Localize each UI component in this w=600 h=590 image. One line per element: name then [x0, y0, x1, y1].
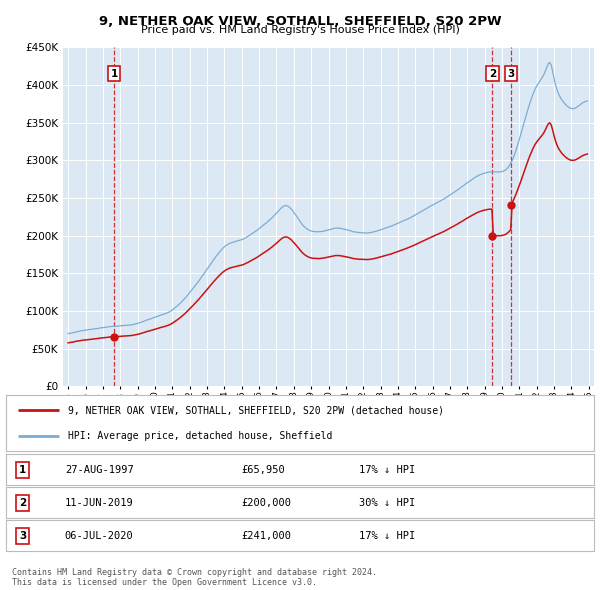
Text: £241,000: £241,000: [241, 531, 291, 540]
Text: 3: 3: [507, 68, 515, 78]
Text: 30% ↓ HPI: 30% ↓ HPI: [359, 498, 415, 507]
Text: 9, NETHER OAK VIEW, SOTHALL, SHEFFIELD, S20 2PW: 9, NETHER OAK VIEW, SOTHALL, SHEFFIELD, …: [98, 15, 502, 28]
Text: HPI: Average price, detached house, Sheffield: HPI: Average price, detached house, Shef…: [68, 431, 332, 441]
Text: Contains HM Land Registry data © Crown copyright and database right 2024.
This d: Contains HM Land Registry data © Crown c…: [12, 568, 377, 587]
Text: 3: 3: [19, 531, 26, 540]
Text: 17% ↓ HPI: 17% ↓ HPI: [359, 465, 415, 474]
Text: 2: 2: [19, 498, 26, 507]
Text: 27-AUG-1997: 27-AUG-1997: [65, 465, 134, 474]
Text: 9, NETHER OAK VIEW, SOTHALL, SHEFFIELD, S20 2PW (detached house): 9, NETHER OAK VIEW, SOTHALL, SHEFFIELD, …: [68, 405, 444, 415]
Text: 11-JUN-2019: 11-JUN-2019: [65, 498, 134, 507]
Text: 17% ↓ HPI: 17% ↓ HPI: [359, 531, 415, 540]
Text: 1: 1: [19, 465, 26, 474]
Text: Price paid vs. HM Land Registry's House Price Index (HPI): Price paid vs. HM Land Registry's House …: [140, 25, 460, 35]
Text: £65,950: £65,950: [241, 465, 285, 474]
Text: £200,000: £200,000: [241, 498, 291, 507]
Text: 06-JUL-2020: 06-JUL-2020: [65, 531, 134, 540]
Text: 2: 2: [488, 68, 496, 78]
Text: 1: 1: [110, 68, 118, 78]
